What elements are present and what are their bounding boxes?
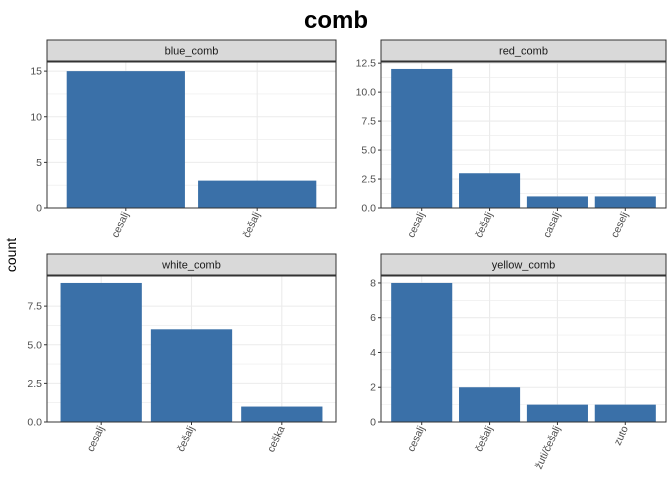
panel-border bbox=[380, 61, 667, 209]
bar-cesalj bbox=[391, 282, 453, 422]
x-tick-label: cesalj bbox=[85, 424, 107, 453]
x-tick-label: cesalj bbox=[109, 210, 131, 239]
panel-yellow_comb: yellow_comb 0 2 4 6 8 cesalj češalj žuti/češalj z… bbox=[370, 253, 667, 471]
y-tick-label: 10 bbox=[30, 111, 42, 123]
strip-background bbox=[46, 253, 337, 276]
strip-label: white_comb bbox=[161, 260, 221, 272]
bar-cesalj bbox=[66, 71, 185, 208]
x-tick-label: ceselj bbox=[609, 210, 631, 239]
y-axis-label: count bbox=[3, 238, 19, 272]
bar-češalj bbox=[459, 387, 521, 422]
x-tick-label: ceška bbox=[265, 424, 288, 454]
strip-background bbox=[380, 39, 667, 62]
strip-label: blue_comb bbox=[165, 46, 219, 58]
bar-češalj bbox=[198, 180, 317, 208]
panel-white_comb: white_comb 0.0 2.5 5.0 7.5 cesalj češalj ceška bbox=[27, 253, 337, 454]
y-tick-label: 8 bbox=[370, 277, 376, 289]
strip-label: yellow_comb bbox=[492, 260, 556, 272]
bar-žuti/češalj bbox=[526, 404, 588, 422]
bar-češalj bbox=[459, 173, 521, 208]
y-tick-label: 0.0 bbox=[27, 417, 42, 429]
y-tick-label: 2.5 bbox=[27, 378, 42, 390]
bar-ceška bbox=[241, 406, 323, 422]
bar-cesalj bbox=[391, 68, 453, 208]
x-tick-label: češalj bbox=[175, 424, 197, 453]
x-tick-label: češalj bbox=[241, 210, 263, 239]
y-tick-label: 12.5 bbox=[356, 58, 377, 70]
strip-background bbox=[380, 253, 667, 276]
y-tick-label: 10.0 bbox=[356, 87, 377, 99]
chart-title: comb bbox=[304, 7, 368, 34]
y-tick-label: 5 bbox=[36, 157, 42, 169]
y-tick-label: 15 bbox=[30, 66, 42, 78]
y-tick-label: 7.5 bbox=[361, 116, 376, 128]
y-tick-label: 0 bbox=[370, 417, 376, 429]
panel-border bbox=[46, 275, 337, 423]
x-tick-label: cesalj bbox=[405, 424, 427, 453]
bar-casalj bbox=[526, 196, 588, 208]
panel-border bbox=[380, 275, 667, 423]
x-tick-label: žuti/češalj bbox=[533, 424, 563, 471]
panel-blue_comb: blue_comb 0 5 10 15 cesalj češalj bbox=[30, 39, 337, 240]
panels: blue_comb 0 5 10 15 cesalj češalj red_comb 0.0 2.… bbox=[27, 39, 667, 471]
y-tick-label: 5.0 bbox=[361, 145, 376, 157]
x-tick-label: casalj bbox=[541, 210, 563, 239]
y-tick-label: 4 bbox=[370, 347, 376, 359]
y-tick-label: 2 bbox=[370, 382, 376, 394]
y-tick-label: 0.0 bbox=[361, 203, 376, 215]
x-tick-label: zuto bbox=[612, 424, 631, 447]
x-tick-label: cesalj bbox=[405, 210, 427, 239]
panel-red_comb: red_comb 0.0 2.5 5.0 7.5 10.0 12.5 cesalj češalj… bbox=[356, 39, 667, 240]
strip-background bbox=[46, 39, 337, 62]
y-tick-label: 6 bbox=[370, 312, 376, 324]
y-tick-label: 2.5 bbox=[361, 174, 376, 186]
y-tick-label: 5.0 bbox=[27, 339, 42, 351]
y-tick-label: 0 bbox=[36, 203, 42, 215]
bar-zuto bbox=[594, 404, 656, 422]
panel-border bbox=[46, 61, 337, 209]
strip-label: red_comb bbox=[499, 46, 548, 58]
bar-češalj bbox=[150, 329, 233, 422]
bar-ceselj bbox=[594, 196, 656, 208]
x-tick-label: češalj bbox=[473, 424, 495, 453]
bar-cesalj bbox=[60, 282, 142, 422]
x-tick-label: češalj bbox=[473, 210, 495, 239]
y-tick-label: 7.5 bbox=[27, 301, 42, 313]
